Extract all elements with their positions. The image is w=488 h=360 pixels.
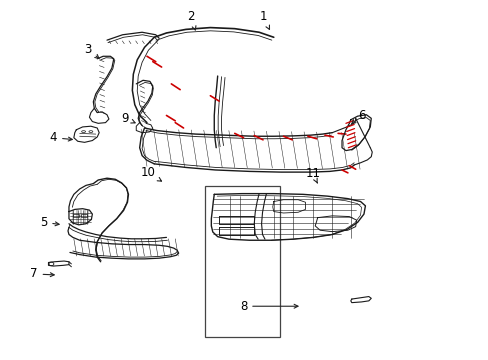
Text: 9: 9	[121, 112, 135, 125]
Text: 3: 3	[83, 42, 99, 58]
Text: 1: 1	[259, 10, 269, 30]
Text: 6: 6	[351, 109, 365, 123]
Text: 5: 5	[40, 216, 59, 229]
Text: 4: 4	[49, 131, 72, 144]
Bar	[81, 214, 87, 217]
Text: 11: 11	[305, 167, 320, 183]
Text: 8: 8	[239, 300, 297, 313]
Text: 10: 10	[140, 166, 161, 181]
Bar	[73, 214, 79, 217]
Text: 2: 2	[187, 10, 196, 30]
Text: 7: 7	[30, 267, 54, 280]
Bar	[204, 186, 279, 337]
